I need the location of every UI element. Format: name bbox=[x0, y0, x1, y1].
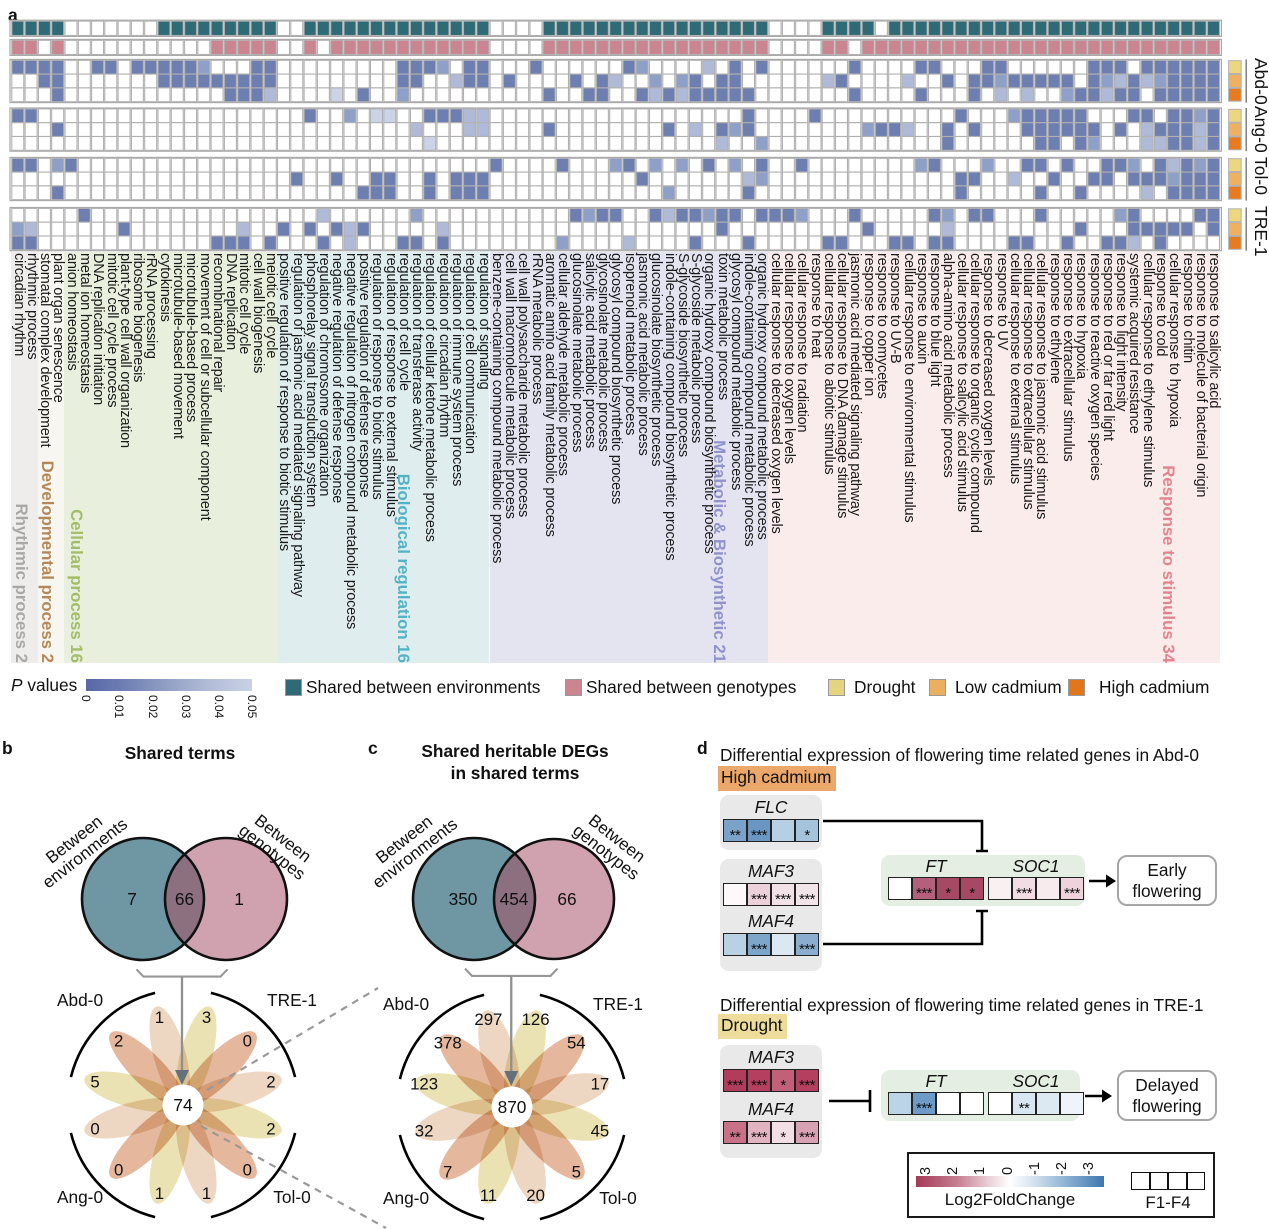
svg-text:0: 0 bbox=[243, 1160, 252, 1179]
svg-text:1: 1 bbox=[234, 889, 244, 909]
svg-text:Ang-0: Ang-0 bbox=[57, 1187, 103, 1207]
svg-text:45: 45 bbox=[591, 1122, 610, 1141]
svg-text:454: 454 bbox=[500, 889, 529, 909]
svg-text:0: 0 bbox=[114, 1160, 123, 1179]
svg-text:66: 66 bbox=[175, 889, 194, 909]
svg-text:7: 7 bbox=[443, 1162, 452, 1181]
svg-text:1: 1 bbox=[202, 1184, 211, 1203]
svg-text:7: 7 bbox=[127, 889, 137, 909]
svg-text:0: 0 bbox=[90, 1120, 99, 1139]
svg-text:17: 17 bbox=[591, 1074, 610, 1093]
svg-text:Abd-0: Abd-0 bbox=[383, 994, 429, 1014]
svg-text:Abd-0: Abd-0 bbox=[57, 990, 103, 1010]
svg-text:126: 126 bbox=[522, 1010, 550, 1029]
svg-text:54: 54 bbox=[567, 1034, 586, 1053]
svg-text:350: 350 bbox=[449, 889, 478, 909]
svg-text:32: 32 bbox=[415, 1122, 434, 1141]
svg-text:Ang-0: Ang-0 bbox=[383, 1188, 429, 1208]
svg-text:2: 2 bbox=[266, 1072, 275, 1091]
svg-text:TRE-1: TRE-1 bbox=[593, 994, 643, 1014]
svg-text:5: 5 bbox=[90, 1072, 99, 1091]
svg-text:5: 5 bbox=[572, 1162, 581, 1181]
svg-text:TRE-1: TRE-1 bbox=[267, 990, 317, 1010]
svg-text:297: 297 bbox=[474, 1010, 502, 1029]
svg-text:0: 0 bbox=[243, 1032, 252, 1051]
svg-text:2: 2 bbox=[266, 1120, 275, 1139]
svg-text:20: 20 bbox=[526, 1186, 545, 1205]
svg-text:3: 3 bbox=[202, 1008, 211, 1027]
svg-text:2: 2 bbox=[114, 1032, 123, 1051]
svg-text:Tol-0: Tol-0 bbox=[599, 1188, 636, 1208]
svg-text:66: 66 bbox=[557, 889, 576, 909]
svg-text:1: 1 bbox=[155, 1184, 164, 1203]
svg-text:870: 870 bbox=[498, 1097, 527, 1117]
svg-text:74: 74 bbox=[173, 1095, 193, 1115]
svg-text:123: 123 bbox=[410, 1074, 438, 1093]
svg-text:11: 11 bbox=[480, 1186, 497, 1205]
svg-text:Tol-0: Tol-0 bbox=[273, 1187, 310, 1207]
svg-text:378: 378 bbox=[434, 1034, 462, 1053]
svg-text:1: 1 bbox=[155, 1008, 164, 1027]
